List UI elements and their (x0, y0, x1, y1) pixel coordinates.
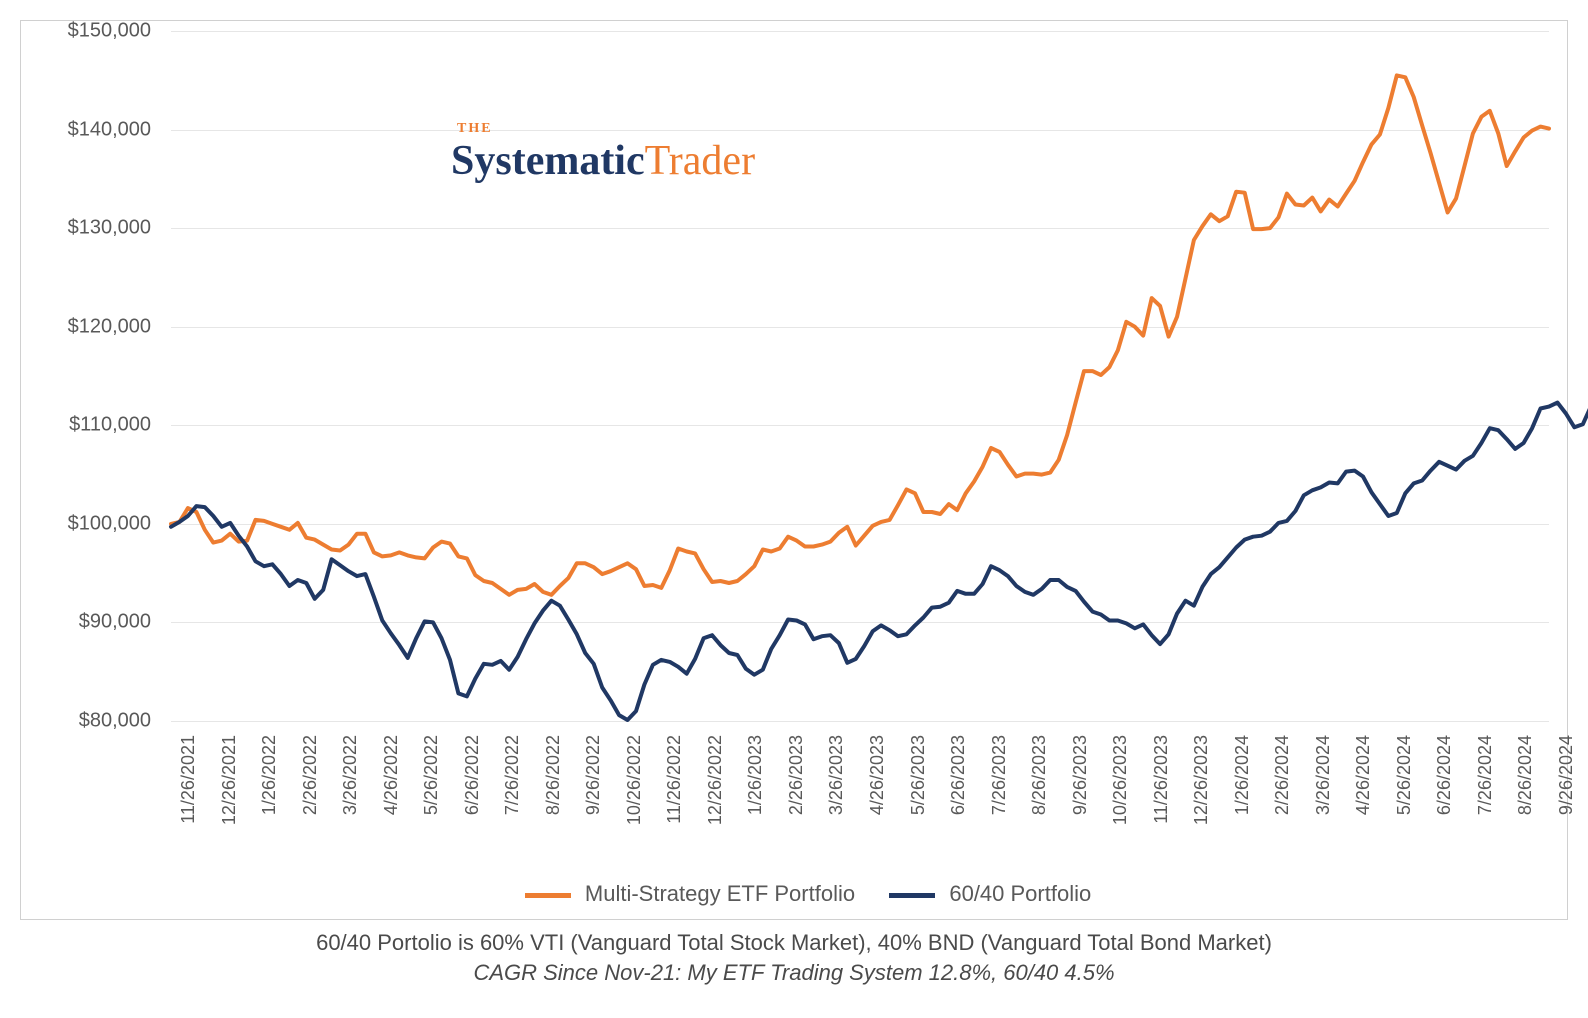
x-axis-label: 8/26/2023 (1029, 735, 1050, 815)
legend-swatch-0 (525, 893, 571, 898)
x-axis-label: 8/26/2024 (1515, 735, 1536, 815)
x-axis-label: 7/26/2024 (1475, 735, 1496, 815)
legend: Multi-Strategy ETF Portfolio 60/40 Portf… (21, 881, 1567, 907)
series-line-0 (171, 75, 1549, 594)
gridline (171, 721, 1549, 722)
x-axis-label: 3/26/2023 (826, 735, 847, 815)
x-axis-label: 8/26/2022 (543, 735, 564, 815)
y-axis-label: $90,000 (21, 611, 151, 634)
x-axis-label: 9/26/2023 (1070, 735, 1091, 815)
x-axis-label: 12/26/2023 (1191, 735, 1212, 825)
x-axis-label: 12/26/2022 (705, 735, 726, 825)
x-axis-label: 10/26/2023 (1110, 735, 1131, 825)
x-axis-label: 2/26/2022 (300, 735, 321, 815)
caption-line2: CAGR Since Nov-21: My ETF Trading System… (0, 960, 1588, 986)
legend-label-0: Multi-Strategy ETF Portfolio (585, 881, 855, 906)
plot-area (171, 31, 1549, 721)
x-axis-label: 1/26/2024 (1232, 735, 1253, 815)
y-axis-label: $140,000 (21, 118, 151, 141)
x-axis-label: 10/26/2022 (624, 735, 645, 825)
x-axis-label: 9/26/2024 (1556, 735, 1577, 815)
x-axis-label: 5/26/2023 (908, 735, 929, 815)
x-axis-label: 1/26/2022 (259, 735, 280, 815)
x-axis-label: 7/26/2022 (502, 735, 523, 815)
caption-line1: 60/40 Portolio is 60% VTI (Vanguard Tota… (0, 930, 1588, 956)
y-axis-label: $150,000 (21, 20, 151, 43)
logo-word2: Trader (645, 138, 755, 184)
y-axis-label: $120,000 (21, 315, 151, 338)
x-axis-label: 2/26/2023 (786, 735, 807, 815)
series-svg (171, 31, 1549, 721)
watermark-logo: THE SystematicTrader (451, 121, 755, 185)
chart-frame: THE SystematicTrader Multi-Strategy ETF … (20, 20, 1568, 920)
x-axis-label: 12/26/2021 (219, 735, 240, 825)
x-axis-label: 11/26/2023 (1151, 735, 1172, 824)
x-axis-label: 4/26/2023 (867, 735, 888, 815)
x-axis-label: 5/26/2024 (1394, 735, 1415, 815)
x-axis-label: 11/26/2021 (178, 735, 199, 824)
x-axis-label: 4/26/2022 (381, 735, 402, 815)
legend-swatch-1 (889, 893, 935, 898)
x-axis-label: 11/26/2022 (664, 735, 685, 824)
x-axis-label: 6/26/2022 (462, 735, 483, 815)
y-axis-label: $110,000 (21, 414, 151, 437)
y-axis-label: $80,000 (21, 710, 151, 733)
logo-word1: Systematic (451, 138, 645, 184)
x-axis-label: 3/26/2022 (340, 735, 361, 815)
x-axis-label: 6/26/2024 (1434, 735, 1455, 815)
x-axis-label: 7/26/2023 (989, 735, 1010, 815)
chart-container: THE SystematicTrader Multi-Strategy ETF … (0, 0, 1588, 1018)
y-axis-label: $100,000 (21, 512, 151, 535)
x-axis-label: 1/26/2023 (745, 735, 766, 815)
x-axis-label: 5/26/2022 (421, 735, 442, 815)
x-axis-label: 3/26/2024 (1313, 735, 1334, 815)
x-axis-label: 2/26/2024 (1272, 735, 1293, 815)
x-axis-label: 9/26/2022 (583, 735, 604, 815)
logo-main: SystematicTrader (451, 137, 755, 185)
x-axis-label: 4/26/2024 (1353, 735, 1374, 815)
y-axis-label: $130,000 (21, 217, 151, 240)
x-axis-label: 6/26/2023 (948, 735, 969, 815)
legend-label-1: 60/40 Portfolio (949, 881, 1091, 906)
logo-prefix: THE (457, 121, 755, 137)
